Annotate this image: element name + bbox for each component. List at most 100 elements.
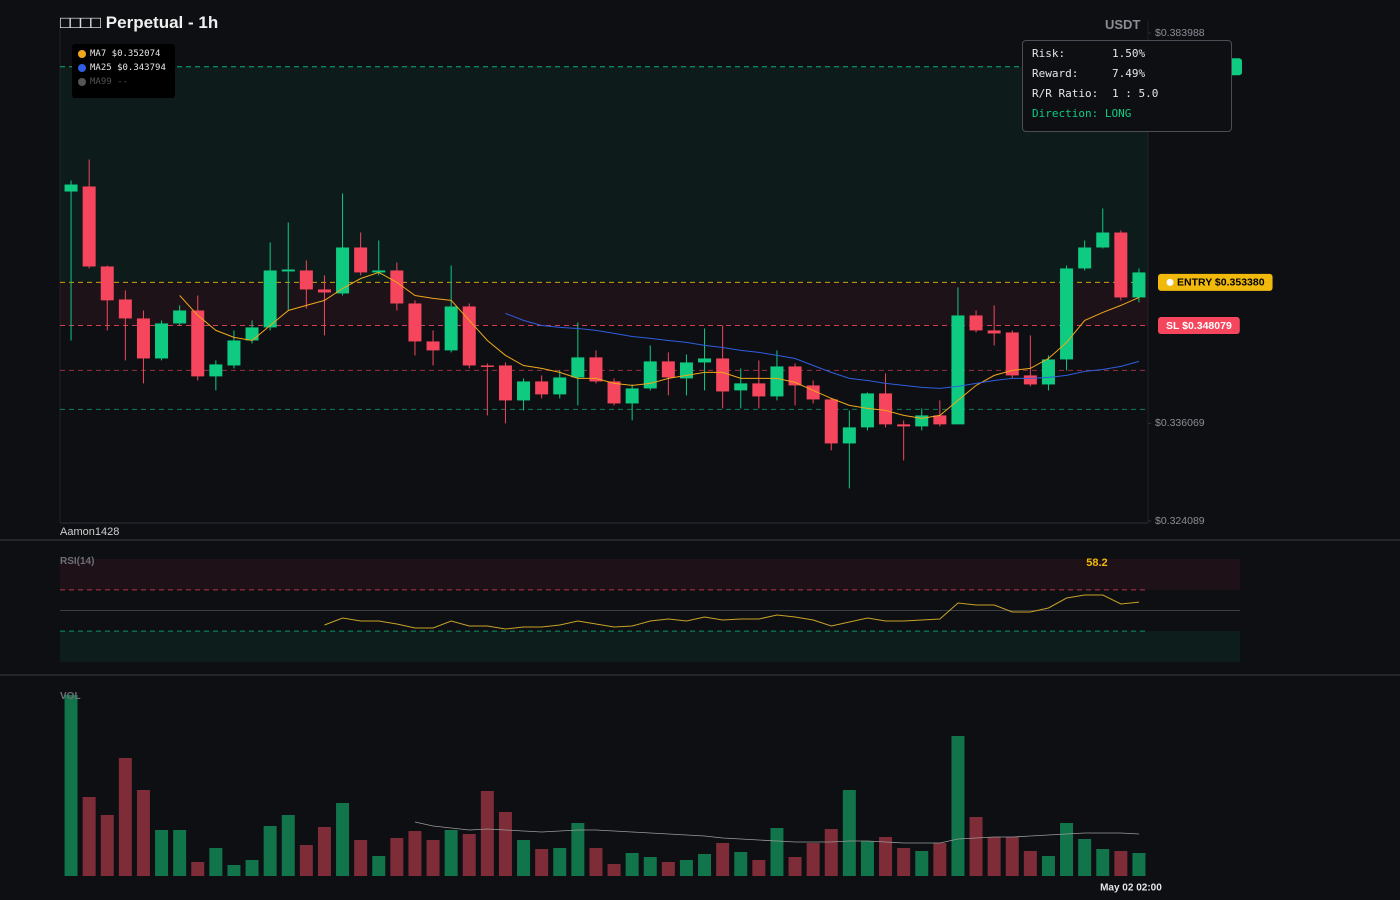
volume-bar <box>879 837 893 876</box>
legend-dot <box>78 78 86 86</box>
oversold-zone <box>60 631 1240 662</box>
candle-body <box>1132 272 1146 298</box>
candle-body <box>64 184 78 192</box>
candle-body <box>209 364 223 377</box>
volume-bar <box>1060 823 1074 876</box>
volume-bar <box>100 815 114 876</box>
candle-body <box>263 270 277 328</box>
info-label: Risk: <box>1032 47 1066 60</box>
ma-line <box>505 312 1140 389</box>
candle-body <box>951 315 965 425</box>
candle-body <box>100 266 114 301</box>
candle-body <box>480 365 494 367</box>
risk-zone <box>60 282 1148 326</box>
ma-legend: MA7 $0.352074 MA25 $0.343794 MA99 -- <box>72 44 175 98</box>
candle-body <box>915 415 929 427</box>
volume-bar <box>607 864 621 876</box>
candle-body <box>372 270 386 273</box>
candle-body <box>354 247 368 273</box>
candle-body <box>607 381 621 404</box>
volume-bar <box>698 854 712 876</box>
candle-body <box>245 327 259 341</box>
candle-body <box>281 269 295 272</box>
candle-body <box>390 270 404 304</box>
volume-bar <box>987 837 1001 876</box>
volume-bar <box>354 840 368 876</box>
x-tick-label: May 02 02:00 <box>1100 883 1162 894</box>
legend-dot <box>78 64 86 72</box>
candle-body <box>462 306 476 366</box>
volume-bar <box>553 848 567 876</box>
volume-bar <box>1096 849 1110 876</box>
candle-body <box>118 299 132 319</box>
volume-bar <box>155 830 169 876</box>
candle-body <box>444 306 458 351</box>
candle-body <box>408 303 422 342</box>
volume-bar <box>1023 851 1037 876</box>
legend-entry: MA25 $0.343794 <box>78 63 166 73</box>
candle-body <box>136 318 150 359</box>
volume-bar <box>860 841 874 876</box>
candle-body <box>643 361 657 389</box>
legend-label: MA7 $0.352074 <box>90 49 161 59</box>
price-tag-label: ENTRY $0.353380 <box>1177 277 1265 289</box>
volume-bar <box>299 845 313 876</box>
candle-body <box>553 377 567 395</box>
volume-bar <box>1078 839 1092 876</box>
candle-body <box>1078 247 1092 269</box>
volume-bar <box>1114 851 1128 876</box>
volume-bar <box>64 695 78 876</box>
volume-bar <box>951 736 965 876</box>
risk-panel: Risk: 1.50% Reward: 7.49% R/R Ratio: 1 : 5.… <box>1022 40 1232 132</box>
info-row: Reward: 7.49% <box>1032 67 1145 80</box>
currency-label: USDT <box>1105 17 1141 32</box>
volume-bar <box>788 857 802 876</box>
candle-body <box>336 247 350 294</box>
volume-bar <box>1005 837 1019 876</box>
y-tick-label: $0.336069 <box>1155 417 1205 429</box>
ma-line <box>179 271 1140 419</box>
volume-bar <box>209 848 223 876</box>
candle-body <box>933 415 947 425</box>
volume-bar <box>643 857 657 876</box>
volume-bar <box>173 830 187 876</box>
volume-bar <box>734 852 748 876</box>
candle-body <box>173 310 187 324</box>
volume-bar <box>824 829 838 876</box>
candle-body <box>82 186 96 267</box>
candle-body <box>1041 359 1055 385</box>
rsi-title: RSI(14) <box>60 556 95 567</box>
volume-bar <box>661 862 675 876</box>
volume-bar <box>498 812 512 876</box>
legend-label: MA99 -- <box>90 77 128 87</box>
info-row: Risk: 1.50% <box>1032 47 1145 60</box>
info-value: 1 : 5.0 <box>1112 87 1159 100</box>
legend-dot <box>78 50 86 58</box>
volume-bar <box>245 860 259 876</box>
candle-body <box>987 330 1001 334</box>
candle-body <box>716 358 730 392</box>
volume-bar <box>571 823 585 876</box>
volume-bar <box>969 817 983 876</box>
volume-bar <box>915 851 929 876</box>
volume-bar <box>336 803 350 876</box>
candle-body <box>535 381 549 395</box>
candle-body <box>969 315 983 331</box>
candle-body <box>788 366 802 386</box>
candle-body <box>498 365 512 401</box>
candle-body <box>1096 232 1110 248</box>
risk-zone <box>60 66 1148 283</box>
volume-bar <box>191 862 205 876</box>
volume-bar <box>426 840 440 876</box>
volume-bar <box>444 830 458 876</box>
volume-bar <box>716 843 730 876</box>
volume-ma-line <box>414 821 1140 844</box>
candle-body <box>860 393 874 428</box>
candle-body <box>879 393 893 425</box>
candle-body <box>317 289 331 293</box>
volume-bar <box>897 848 911 876</box>
watermark: Aamon1428 <box>60 526 120 538</box>
volume-bar <box>1041 856 1055 876</box>
